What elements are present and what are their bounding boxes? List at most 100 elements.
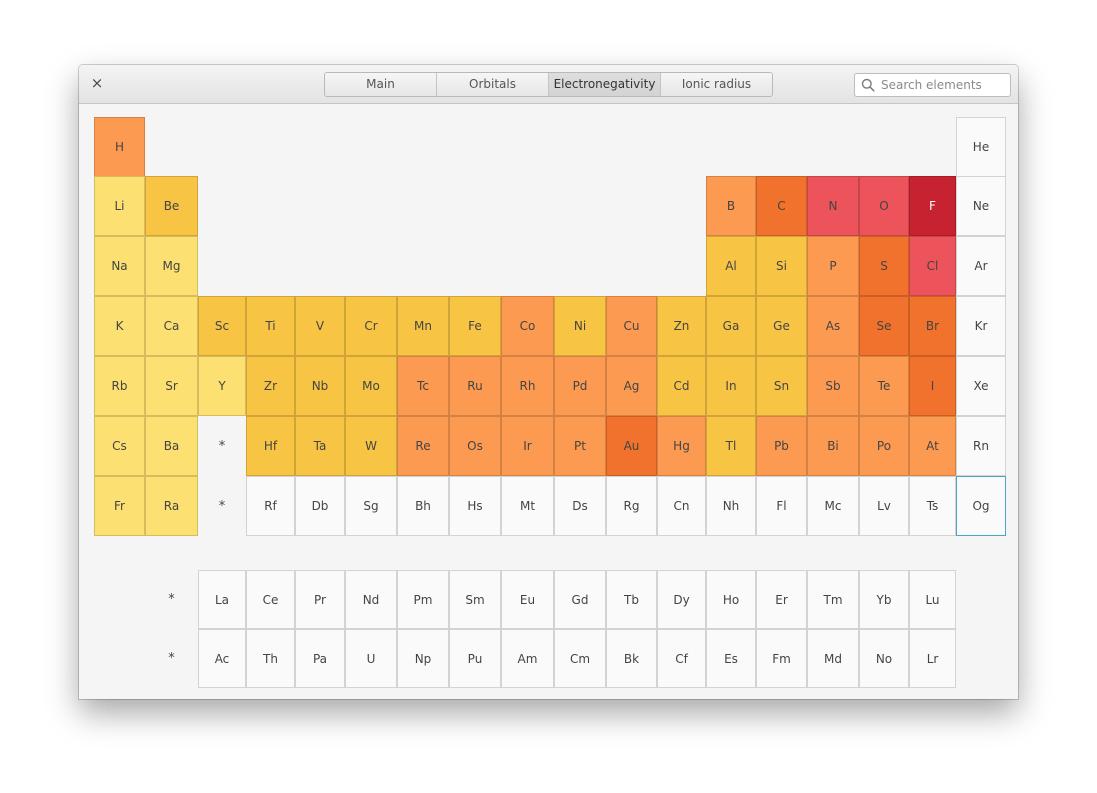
element-lu[interactable]: Lu	[909, 570, 956, 629]
element-pm[interactable]: Pm	[397, 570, 449, 629]
element-si[interactable]: Si	[756, 236, 807, 296]
element-sg[interactable]: Sg	[345, 476, 397, 536]
element-rf[interactable]: Rf	[246, 476, 295, 536]
element-no[interactable]: No	[859, 629, 909, 688]
element-hs[interactable]: Hs	[449, 476, 501, 536]
element-sm[interactable]: Sm	[449, 570, 501, 629]
element-be[interactable]: Be	[145, 176, 198, 236]
element-ar[interactable]: Ar	[956, 236, 1006, 296]
element-hf[interactable]: Hf	[246, 416, 295, 476]
element-au[interactable]: Au	[606, 416, 657, 476]
element-w[interactable]: W	[345, 416, 397, 476]
element-bk[interactable]: Bk	[606, 629, 657, 688]
element-sb[interactable]: Sb	[807, 356, 859, 416]
tab-ionic-radius[interactable]: Ionic radius	[661, 73, 772, 96]
element-eu[interactable]: Eu	[501, 570, 554, 629]
element-np[interactable]: Np	[397, 629, 449, 688]
element-li[interactable]: Li	[94, 176, 145, 236]
element-al[interactable]: Al	[706, 236, 756, 296]
element-ge[interactable]: Ge	[756, 296, 807, 356]
element-er[interactable]: Er	[756, 570, 807, 629]
element-at[interactable]: At	[909, 416, 956, 476]
element-rb[interactable]: Rb	[94, 356, 145, 416]
element-n[interactable]: N	[807, 176, 859, 236]
element-he[interactable]: He	[956, 117, 1006, 177]
element-ca[interactable]: Ca	[145, 296, 198, 356]
element-ho[interactable]: Ho	[706, 570, 756, 629]
element-ni[interactable]: Ni	[554, 296, 606, 356]
element-ru[interactable]: Ru	[449, 356, 501, 416]
element-sn[interactable]: Sn	[756, 356, 807, 416]
element-hg[interactable]: Hg	[657, 416, 706, 476]
element-v[interactable]: V	[295, 296, 345, 356]
element-kr[interactable]: Kr	[956, 296, 1006, 356]
element-nh[interactable]: Nh	[706, 476, 756, 536]
element-rh[interactable]: Rh	[501, 356, 554, 416]
element-fm[interactable]: Fm	[756, 629, 807, 688]
element-ra[interactable]: Ra	[145, 476, 198, 536]
element-cl[interactable]: Cl	[909, 236, 956, 296]
element-th[interactable]: Th	[246, 629, 295, 688]
element-la[interactable]: La	[198, 570, 246, 629]
element-mg[interactable]: Mg	[145, 236, 198, 296]
element-co[interactable]: Co	[501, 296, 554, 356]
element-ds[interactable]: Ds	[554, 476, 606, 536]
element-re[interactable]: Re	[397, 416, 449, 476]
element-rn[interactable]: Rn	[956, 416, 1006, 476]
element-c[interactable]: C	[756, 176, 807, 236]
element-lr[interactable]: Lr	[909, 629, 956, 688]
element-gd[interactable]: Gd	[554, 570, 606, 629]
element-fr[interactable]: Fr	[94, 476, 145, 536]
element-cd[interactable]: Cd	[657, 356, 706, 416]
element-cs[interactable]: Cs	[94, 416, 145, 476]
element-tl[interactable]: Tl	[706, 416, 756, 476]
element-am[interactable]: Am	[501, 629, 554, 688]
element-mo[interactable]: Mo	[345, 356, 397, 416]
tab-main[interactable]: Main	[325, 73, 437, 96]
element-cn[interactable]: Cn	[657, 476, 706, 536]
element-ta[interactable]: Ta	[295, 416, 345, 476]
element-tm[interactable]: Tm	[807, 570, 859, 629]
element-ag[interactable]: Ag	[606, 356, 657, 416]
element-ne[interactable]: Ne	[956, 176, 1006, 236]
element-b[interactable]: B	[706, 176, 756, 236]
element-pd[interactable]: Pd	[554, 356, 606, 416]
element-bi[interactable]: Bi	[807, 416, 859, 476]
element-lv[interactable]: Lv	[859, 476, 909, 536]
element-cu[interactable]: Cu	[606, 296, 657, 356]
element-ga[interactable]: Ga	[706, 296, 756, 356]
element-se[interactable]: Se	[859, 296, 909, 356]
element-pt[interactable]: Pt	[554, 416, 606, 476]
element-as[interactable]: As	[807, 296, 859, 356]
element-os[interactable]: Os	[449, 416, 501, 476]
element-md[interactable]: Md	[807, 629, 859, 688]
element-fe[interactable]: Fe	[449, 296, 501, 356]
element-pb[interactable]: Pb	[756, 416, 807, 476]
tab-orbitals[interactable]: Orbitals	[437, 73, 549, 96]
element-pr[interactable]: Pr	[295, 570, 345, 629]
element-nb[interactable]: Nb	[295, 356, 345, 416]
element-in[interactable]: In	[706, 356, 756, 416]
element-es[interactable]: Es	[706, 629, 756, 688]
element-og[interactable]: Og	[956, 476, 1006, 536]
element-tb[interactable]: Tb	[606, 570, 657, 629]
element-po[interactable]: Po	[859, 416, 909, 476]
element-bh[interactable]: Bh	[397, 476, 449, 536]
element-pa[interactable]: Pa	[295, 629, 345, 688]
element-cf[interactable]: Cf	[657, 629, 706, 688]
element-f[interactable]: F	[909, 176, 956, 236]
search-input[interactable]	[881, 75, 1006, 95]
element-sr[interactable]: Sr	[145, 356, 198, 416]
element-tc[interactable]: Tc	[397, 356, 449, 416]
element-ti[interactable]: Ti	[246, 296, 295, 356]
element-te[interactable]: Te	[859, 356, 909, 416]
close-button[interactable]: ×	[89, 75, 105, 91]
element-h[interactable]: H	[94, 117, 145, 177]
element-nd[interactable]: Nd	[345, 570, 397, 629]
element-ts[interactable]: Ts	[909, 476, 956, 536]
element-o[interactable]: O	[859, 176, 909, 236]
element-s[interactable]: S	[859, 236, 909, 296]
element-y[interactable]: Y	[198, 356, 246, 416]
element-db[interactable]: Db	[295, 476, 345, 536]
element-ba[interactable]: Ba	[145, 416, 198, 476]
